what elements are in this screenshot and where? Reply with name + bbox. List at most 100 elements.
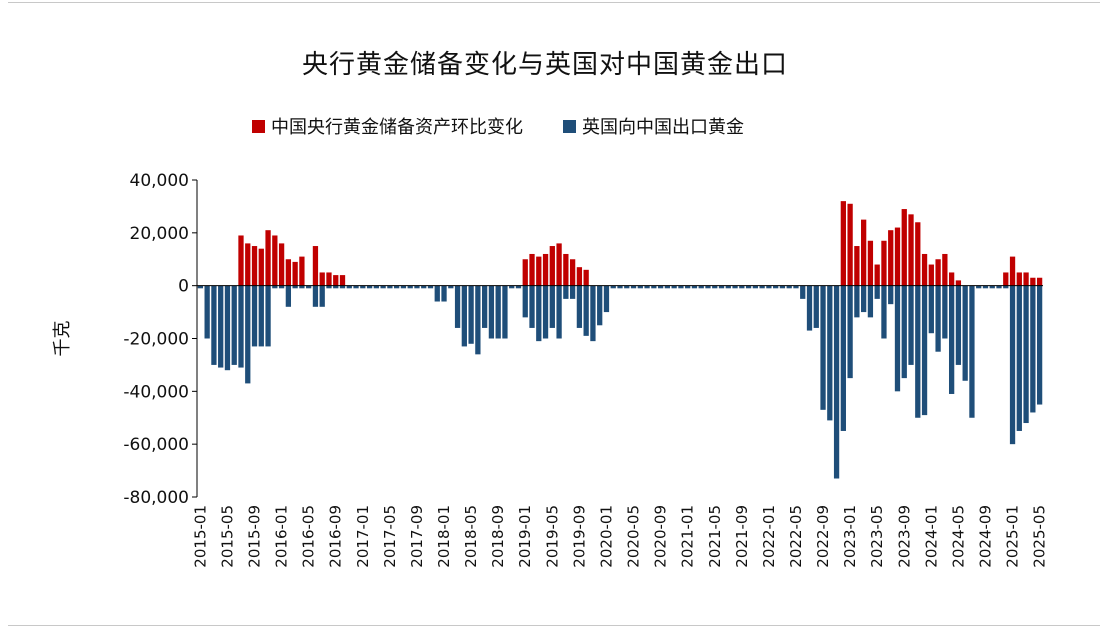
bar-uk	[935, 285, 941, 352]
bar-cn	[867, 240, 874, 286]
bar-uk	[556, 285, 562, 339]
bar-uk	[529, 285, 535, 328]
bar-uk	[800, 285, 806, 299]
bar-cn	[888, 230, 894, 286]
bar-uk	[982, 285, 989, 289]
bar-uk	[908, 285, 914, 365]
bar-uk	[915, 285, 921, 418]
bar-uk	[976, 285, 982, 289]
bar-uk	[211, 285, 217, 365]
bar-cn	[299, 256, 305, 286]
bar-cn	[1003, 272, 1009, 286]
bar-cn	[935, 259, 941, 286]
y-tick-label: 20,000	[130, 224, 189, 244]
bar-uk	[732, 285, 738, 289]
bar-uk	[671, 285, 677, 289]
bar-uk	[630, 285, 637, 289]
bar-uk	[745, 285, 752, 289]
bar-uk	[610, 285, 616, 289]
x-tick-label: 2017-01	[354, 505, 372, 568]
y-tick-label: 40,000	[130, 171, 189, 191]
bar-uk	[820, 285, 826, 410]
bar-uk	[563, 285, 569, 299]
bar-uk	[427, 285, 434, 289]
bar-uk	[793, 285, 799, 289]
bar-uk	[482, 285, 488, 328]
bar-uk	[319, 285, 325, 307]
bar-uk	[847, 285, 853, 379]
bar-cn	[908, 214, 914, 286]
bar-uk	[867, 285, 874, 318]
bar-cn	[576, 267, 583, 286]
bar-uk	[441, 285, 447, 302]
bar-uk	[678, 285, 684, 289]
x-tick-label: 2020-05	[625, 505, 643, 568]
bar-cn	[921, 253, 928, 286]
bar-uk	[1030, 285, 1036, 413]
bar-uk	[603, 285, 610, 313]
bar-uk	[468, 285, 474, 344]
bar-uk	[278, 285, 285, 289]
bar-cn	[278, 243, 285, 286]
bar-uk	[224, 285, 231, 371]
y-axis-label: 千克	[52, 321, 73, 357]
bar-uk	[664, 285, 671, 289]
y-tick-label: 0	[178, 277, 189, 297]
bar-cn	[238, 235, 244, 286]
bar-uk	[637, 285, 643, 289]
bar-cn	[569, 259, 576, 286]
bar-uk	[197, 285, 204, 289]
bar-uk	[549, 285, 555, 328]
x-tick-label: 2017-09	[408, 505, 426, 568]
legend-item-uk: 英国向中国出口黄金	[563, 113, 744, 139]
x-tick-label: 2022-05	[787, 505, 805, 568]
y-tick-label: -40,000	[123, 382, 189, 402]
x-tick-label: 2018-01	[435, 505, 453, 568]
legend-label-cn: 中国央行黄金储备资产环比变化	[271, 117, 523, 138]
bar-uk	[806, 285, 813, 331]
bar-uk	[495, 285, 501, 339]
bar-uk	[394, 285, 400, 289]
bar-uk	[948, 285, 955, 394]
bar-uk	[265, 285, 271, 347]
x-tick-label: 2022-01	[760, 505, 778, 568]
x-tick-label: 2021-01	[679, 505, 697, 568]
bar-uk	[576, 285, 583, 328]
bar-cn	[333, 275, 339, 286]
x-tick-label: 2024-01	[922, 505, 940, 568]
bar-uk	[461, 285, 467, 347]
bar-cn	[536, 256, 542, 286]
bar-cn	[326, 272, 332, 286]
x-tick-label: 2022-09	[814, 505, 832, 568]
bar-uk	[773, 285, 779, 289]
bar-uk	[218, 285, 224, 368]
x-tick-label: 2015-01	[191, 505, 209, 568]
bar-uk	[387, 285, 393, 289]
bar-cn	[319, 272, 325, 286]
bar-uk	[833, 285, 840, 479]
bar-cn	[948, 272, 955, 286]
bar-uk	[339, 285, 346, 289]
bar-cn	[556, 243, 562, 286]
bar-uk	[373, 285, 379, 289]
y-tick-label: -20,000	[123, 330, 189, 350]
bar-uk	[881, 285, 887, 339]
bar-uk	[685, 285, 691, 289]
bar-uk	[326, 285, 332, 289]
bar-cn	[292, 261, 298, 286]
bar-cn	[1030, 277, 1036, 286]
bar-uk	[272, 285, 278, 289]
bar-uk	[996, 285, 1002, 289]
legend-item-cn: 中国央行黄金储备资产环比变化	[252, 113, 523, 139]
x-tick-label: 2023-05	[868, 505, 886, 568]
x-tick-label: 2017-05	[381, 505, 399, 568]
bar-uk	[590, 285, 596, 342]
bar-uk	[813, 285, 819, 328]
x-tick-label: 2016-05	[300, 505, 318, 568]
x-tick-label: 2025-05	[1031, 505, 1049, 568]
bar-uk	[624, 285, 630, 289]
x-tick-label: 2020-01	[597, 505, 615, 568]
bar-cn	[1023, 272, 1029, 286]
bar-uk	[698, 285, 704, 289]
